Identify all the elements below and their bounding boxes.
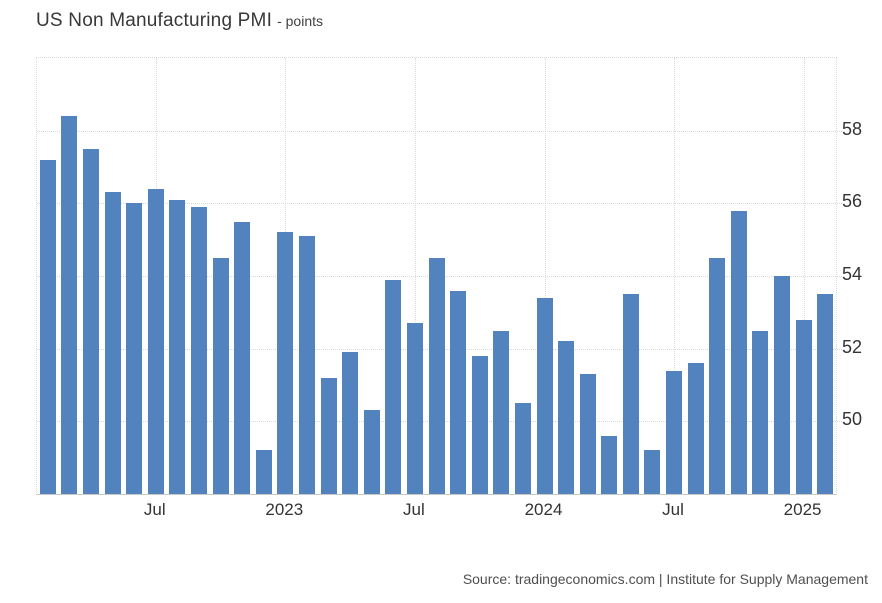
bar-apr-2023[interactable] (342, 352, 359, 494)
bar-may-2024[interactable] (622, 294, 639, 494)
bar-feb-2023[interactable] (298, 236, 315, 494)
y-axis-label: 54 (842, 264, 863, 285)
x-axis-label: 2025 (783, 500, 822, 519)
bar-oct-2022[interactable] (212, 257, 229, 494)
bar-may-2023[interactable] (363, 410, 380, 494)
bar-jan-2024[interactable] (536, 297, 553, 494)
bar-dec-2024[interactable] (774, 276, 790, 494)
chart-title: US Non Manufacturing PMI - points (36, 10, 323, 32)
bar-aug-2024[interactable] (687, 363, 704, 494)
bar-aug-2022[interactable] (169, 199, 186, 494)
bar-nov-2024[interactable] (752, 330, 769, 494)
bar-feb-2025[interactable] (817, 294, 834, 494)
bar-sep-2023[interactable] (450, 290, 467, 494)
bar-nov-2022[interactable] (234, 221, 251, 494)
y-axis-label: 56 (842, 191, 863, 212)
bar-jun-2024[interactable] (644, 450, 661, 494)
bar-jul-2022[interactable] (147, 188, 164, 494)
source-attribution: Source: tradingeconomics.com | Institute… (462, 571, 868, 587)
bar-jan-2023[interactable] (277, 232, 294, 494)
bar-nov-2023[interactable] (493, 330, 510, 494)
bar-may-2022[interactable] (104, 192, 121, 494)
bar-dec-2023[interactable] (514, 403, 531, 494)
chart-title-text: US Non Manufacturing PMI (36, 10, 273, 31)
bar-apr-2022[interactable] (83, 148, 99, 494)
bar-jun-2022[interactable] (126, 203, 143, 494)
bar-oct-2024[interactable] (730, 210, 747, 494)
y-axis-label: 52 (842, 336, 863, 357)
x-axis-label: Jul (662, 500, 684, 519)
bar-jul-2024[interactable] (666, 370, 682, 494)
bar-mar-2023[interactable] (320, 377, 337, 494)
y-axis-label: 58 (842, 118, 863, 139)
bar-apr-2024[interactable] (601, 435, 618, 494)
x-axis-label: Jul (143, 500, 166, 519)
bar-feb-2022[interactable] (39, 159, 56, 494)
gridline-h (37, 130, 842, 132)
y-axis-label: 50 (842, 409, 863, 430)
plot-area (36, 57, 842, 495)
chart-title-unit: - points (277, 13, 323, 29)
bar-dec-2022[interactable] (255, 450, 272, 494)
x-axis-label: Jul (403, 500, 425, 519)
bar-feb-2024[interactable] (558, 341, 575, 494)
bar-mar-2022[interactable] (61, 116, 78, 494)
x-axis-label: 2024 (524, 500, 563, 519)
bar-oct-2023[interactable] (471, 355, 488, 494)
bar-jan-2025[interactable] (795, 319, 812, 494)
bar-sep-2024[interactable] (709, 257, 726, 494)
bar-jul-2023[interactable] (406, 323, 423, 494)
bar-jun-2023[interactable] (385, 279, 402, 494)
bar-aug-2023[interactable] (428, 257, 445, 494)
bar-mar-2024[interactable] (579, 374, 596, 494)
bar-sep-2022[interactable] (191, 207, 207, 494)
x-axis-label: 2023 (265, 500, 304, 519)
